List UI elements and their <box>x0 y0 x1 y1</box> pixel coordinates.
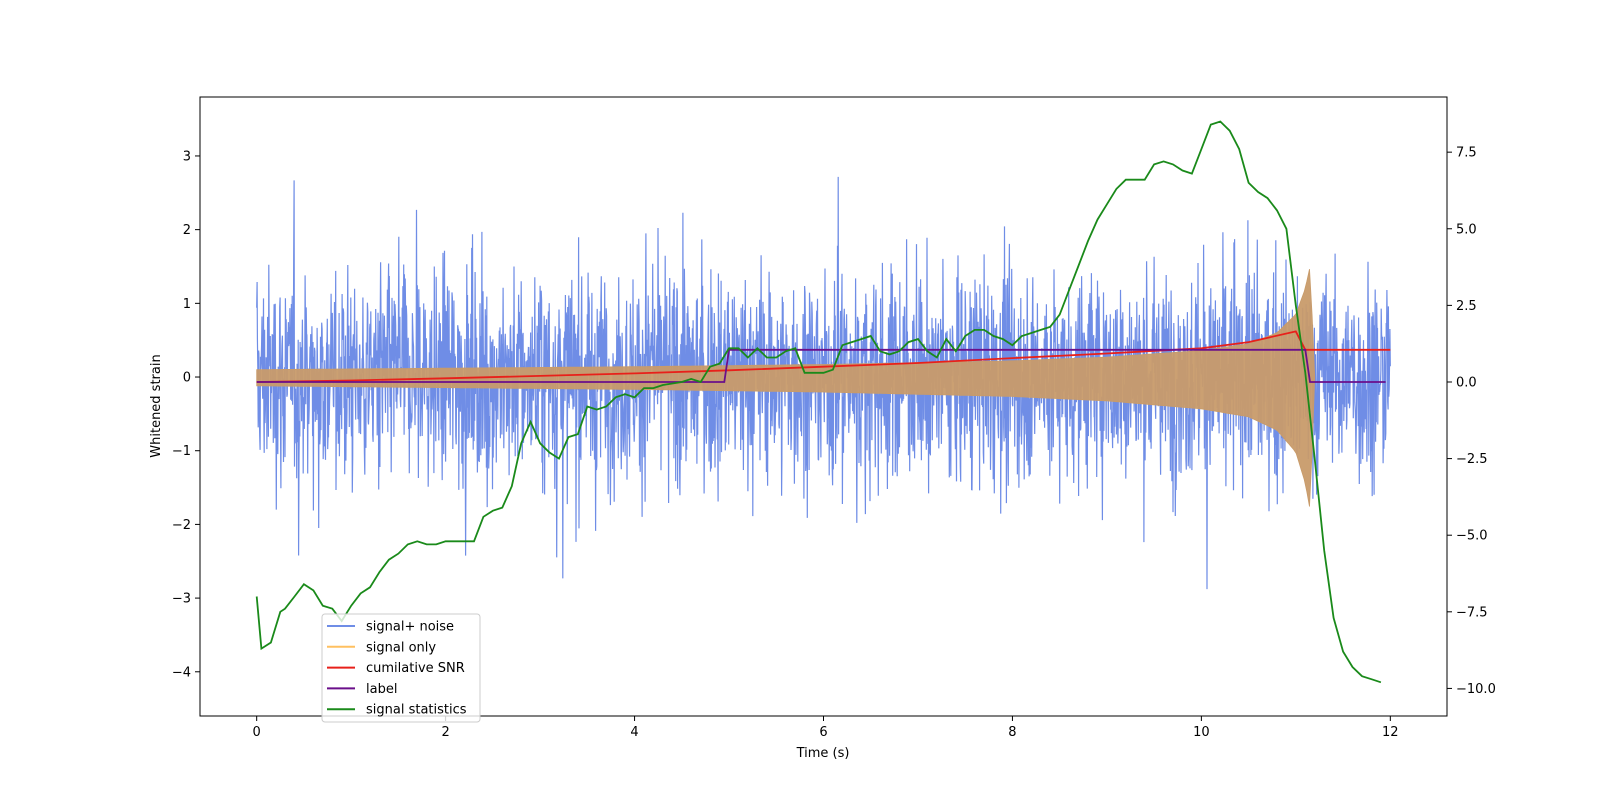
legend-label: label <box>366 682 397 697</box>
x-tick-label: 10 <box>1193 725 1210 740</box>
y-tick-label: −4 <box>172 665 191 680</box>
y-tick-label: −1 <box>172 444 191 459</box>
y-axis-title: Whitened strain <box>149 354 164 457</box>
y-tick-label: 3 <box>183 149 191 164</box>
y2-tick-label: 5.0 <box>1456 222 1477 237</box>
y2-tick-label: 0.0 <box>1456 375 1477 390</box>
y-tick-label: 2 <box>183 223 191 238</box>
axes: 0 2 4 6 8 10 12−4−3−2−10123−10.0−7.5−5.0−2.50.… <box>172 146 1496 740</box>
x-tick-label: 0 <box>253 725 261 740</box>
legend-label: signal only <box>366 640 436 655</box>
series-label-line <box>256 348 1386 383</box>
x-tick-label: 6 <box>819 725 827 740</box>
y-tick-label: 1 <box>183 297 191 312</box>
y2-tick-label: −5.0 <box>1456 529 1488 544</box>
x-axis-title: Time (s) <box>796 746 850 761</box>
legend: signal+ noise signal only cumilative SNR la… <box>321 613 481 723</box>
y2-tick-label: −2.5 <box>1456 452 1488 467</box>
y2-tick-label: −7.5 <box>1456 605 1488 620</box>
y2-tick-label: −10.0 <box>1456 682 1496 697</box>
x-tick-label: 8 <box>1008 725 1016 740</box>
y-tick-label: −3 <box>172 592 191 607</box>
y-tick-label: 0 <box>183 371 191 386</box>
legend-label: cumilative SNR <box>366 661 465 676</box>
y-tick-label: −2 <box>172 518 191 533</box>
plot-area <box>255 120 1391 684</box>
y2-tick-label: 2.5 <box>1456 299 1477 314</box>
legend-label: signal+ noise <box>366 620 454 635</box>
x-tick-label: 2 <box>441 725 449 740</box>
y2-tick-label: 7.5 <box>1456 146 1477 161</box>
legend-label: signal statistics <box>366 703 467 718</box>
legend-box <box>321 613 481 723</box>
x-tick-label: 4 <box>630 725 638 740</box>
x-tick-label: 12 <box>1382 725 1399 740</box>
series-signal-only-area <box>256 269 1316 507</box>
series-signal-statistics-line <box>255 120 1382 684</box>
